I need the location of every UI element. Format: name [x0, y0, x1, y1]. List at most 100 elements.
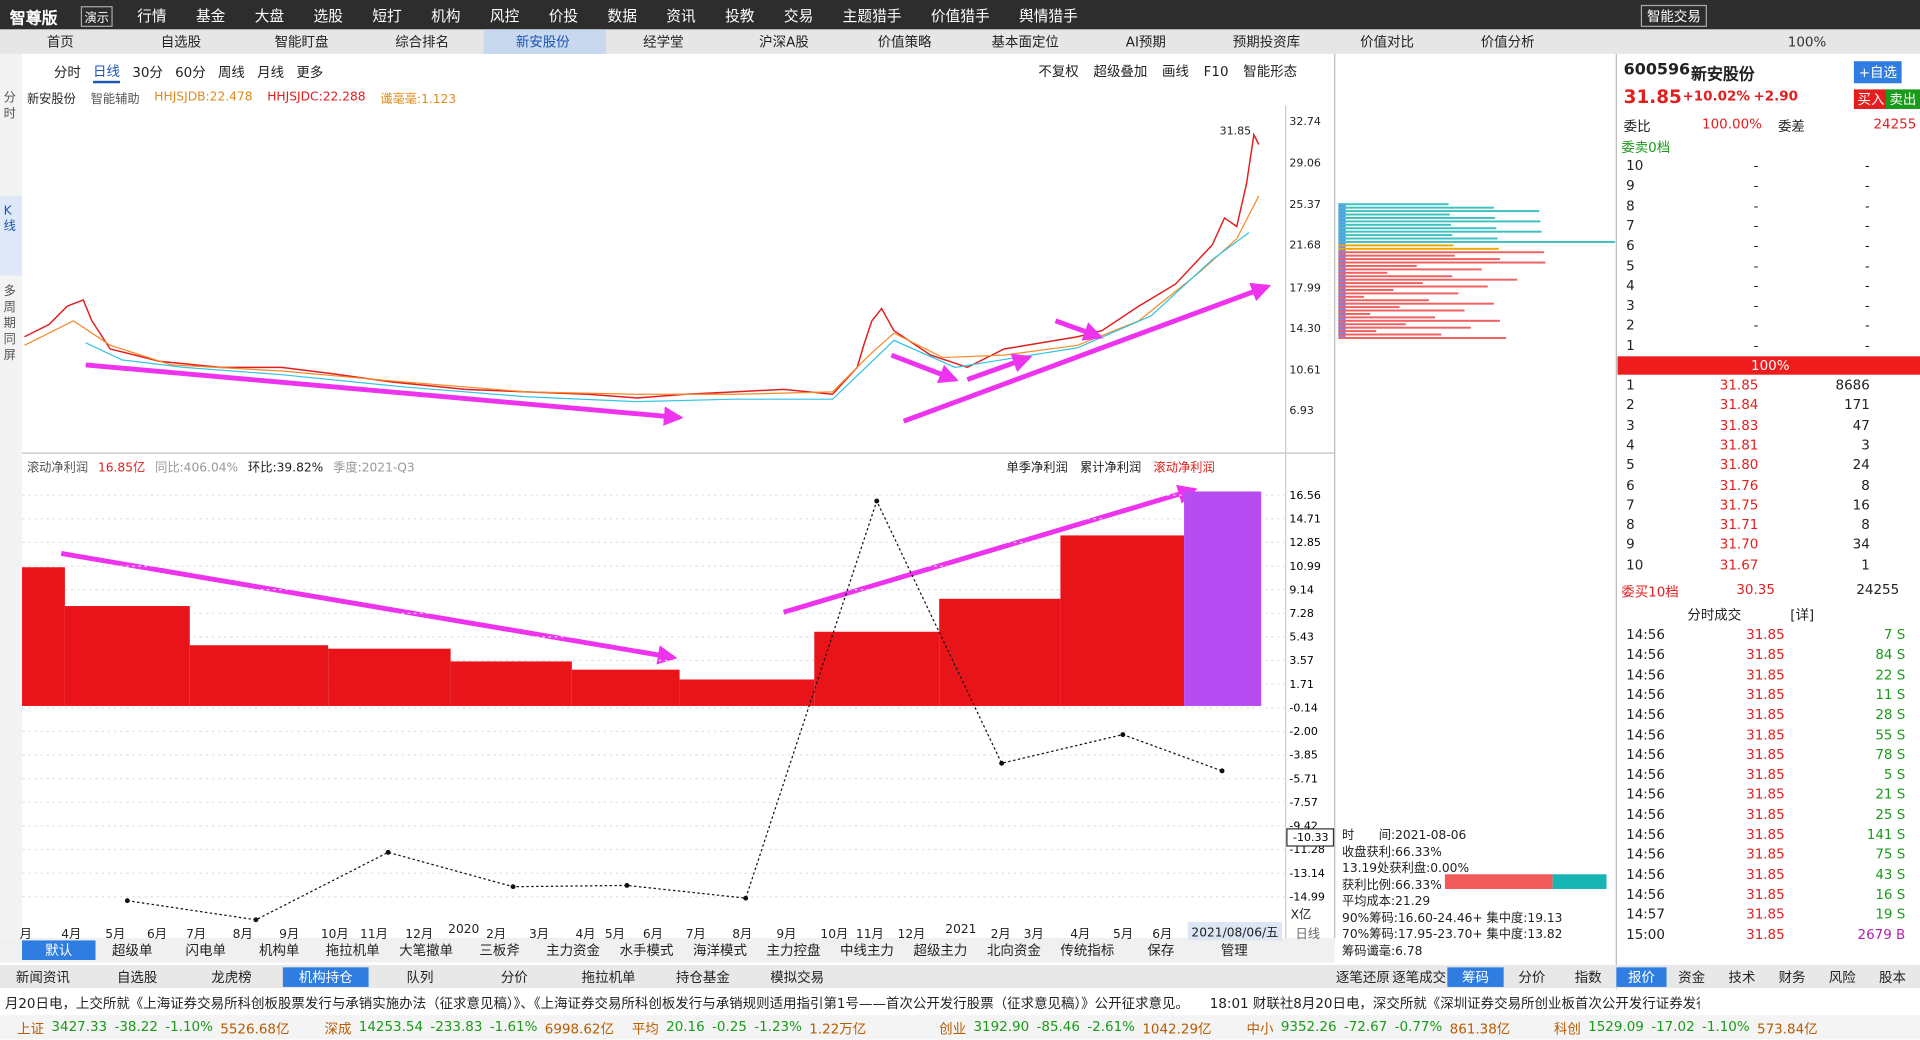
- menu-item[interactable]: 价值猎手: [930, 6, 990, 24]
- indicator-tab[interactable]: 大笔撤单: [399, 942, 454, 959]
- tool[interactable]: F10: [1203, 63, 1229, 79]
- indicator-tab[interactable]: 保存: [1147, 942, 1175, 959]
- side-tab[interactable]: K线: [3, 204, 16, 234]
- info-tab[interactable]: 新闻资讯: [15, 969, 70, 986]
- quote-tab[interactable]: 报价: [1616, 966, 1667, 987]
- tool[interactable]: 智能形态: [1243, 63, 1298, 80]
- side-tab[interactable]: 分时: [3, 91, 16, 122]
- trade-volume: 2679 B: [1857, 926, 1906, 943]
- quote-tab[interactable]: 资金: [1678, 969, 1706, 986]
- tab[interactable]: 沪深A股: [759, 34, 809, 51]
- info-tab[interactable]: 队列: [406, 969, 434, 986]
- indicator-tab[interactable]: 主力资金: [546, 942, 601, 959]
- y-tick-label: -0.14: [1289, 701, 1318, 714]
- index-quote[interactable]: 中小 9352.26 -72.67 -0.77% 861.38亿: [1247, 1018, 1547, 1038]
- indicator-tab[interactable]: 拖拉机单: [325, 942, 380, 959]
- smart-trade[interactable]: 智能交易: [1640, 4, 1707, 27]
- trades-detail[interactable]: [详]: [1790, 607, 1815, 624]
- menu-item[interactable]: 数据: [607, 6, 637, 24]
- index-quote[interactable]: 深成 14253.54 -233.83 -1.61% 6998.62亿: [324, 1018, 624, 1038]
- indicator-tab[interactable]: 三板斧: [479, 942, 520, 959]
- profit-mode[interactable]: 单季净利润: [1006, 461, 1068, 476]
- menu-item[interactable]: 投教: [725, 6, 755, 24]
- info-tab[interactable]: 机构持仓: [282, 966, 369, 987]
- indicator-tab[interactable]: 传统指标: [1060, 942, 1115, 959]
- profit-mode[interactable]: 累计净利润: [1080, 461, 1142, 476]
- tab[interactable]: 首页: [46, 34, 74, 51]
- info-tab[interactable]: 龙虎榜: [211, 969, 252, 986]
- tab[interactable]: 价值策略: [877, 34, 932, 51]
- chip-bar: [1338, 230, 1542, 233]
- tab[interactable]: 自选股: [160, 34, 202, 51]
- period[interactable]: 日线: [93, 61, 121, 84]
- quote-tab[interactable]: 技术: [1728, 969, 1756, 986]
- chip-tab[interactable]: 逐笔成交: [1392, 969, 1447, 986]
- tab[interactable]: 预期投资库: [1232, 34, 1301, 51]
- indicator-tab[interactable]: 闪电单: [185, 942, 226, 959]
- menu-item[interactable]: 主题猎手: [842, 6, 902, 24]
- sell-btn[interactable]: 卖出: [1885, 89, 1920, 109]
- period[interactable]: 月线: [257, 64, 285, 81]
- tool[interactable]: 画线: [1162, 63, 1189, 80]
- tab[interactable]: 综合排名: [395, 34, 450, 51]
- tab[interactable]: 经学堂: [643, 34, 684, 51]
- add-watch[interactable]: +自选: [1853, 61, 1902, 84]
- indicator-tab[interactable]: 主力控盘: [766, 942, 821, 959]
- info-tab[interactable]: 模拟交易: [770, 969, 825, 986]
- period[interactable]: 分时: [53, 64, 81, 81]
- period[interactable]: 60分: [175, 64, 206, 81]
- indicator-tab[interactable]: 中线主力: [840, 942, 894, 959]
- tab[interactable]: 新安股份: [515, 34, 570, 51]
- indicator-tab[interactable]: 超级单: [112, 942, 153, 959]
- menu-item[interactable]: 交易: [783, 6, 814, 24]
- index-quote[interactable]: 上证 3427.33 -38.22 -1.10% 5526.68亿: [17, 1018, 317, 1038]
- info-tab[interactable]: 拖拉机单: [581, 969, 636, 986]
- menu-item[interactable]: 大盘: [254, 6, 285, 24]
- tab[interactable]: AI预期: [1125, 34, 1166, 51]
- menu-item[interactable]: 舆情猎手: [1019, 6, 1078, 24]
- indicator-tab[interactable]: 机构单: [258, 942, 300, 959]
- period[interactable]: 周线: [217, 64, 245, 81]
- indicator-tab[interactable]: 超级主力: [913, 942, 968, 959]
- level-price: -: [1753, 337, 1759, 354]
- tool[interactable]: 超级叠加: [1093, 63, 1148, 80]
- chip-tab[interactable]: 分价: [1518, 969, 1546, 986]
- index-quote[interactable]: 科创 1529.09 -17.02 -1.10% 573.84亿: [1554, 1018, 1854, 1038]
- indicator-tab[interactable]: 海洋模式: [693, 942, 747, 959]
- menu-item[interactable]: 行情: [137, 6, 167, 24]
- chip-tab[interactable]: 筹码: [1447, 966, 1504, 987]
- period[interactable]: 30分: [132, 64, 163, 81]
- quote-tab[interactable]: 股本: [1878, 969, 1906, 986]
- chip-tab[interactable]: 逐笔还原: [1335, 969, 1390, 986]
- tool[interactable]: 不复权: [1038, 63, 1079, 80]
- period[interactable]: 更多: [296, 64, 324, 81]
- quote-tab[interactable]: 财务: [1778, 969, 1806, 986]
- menu-item[interactable]: 风控: [489, 6, 520, 24]
- menu-item[interactable]: 短打: [372, 6, 402, 24]
- menu-item[interactable]: 机构: [431, 6, 461, 24]
- buy-btn[interactable]: 买入: [1853, 89, 1889, 109]
- profit-mode[interactable]: 滚动净利润: [1153, 461, 1215, 476]
- info-tab[interactable]: 分价: [500, 969, 528, 986]
- indicator-tab[interactable]: 默认: [22, 940, 96, 961]
- menu-item[interactable]: 价投: [548, 6, 579, 24]
- tab[interactable]: 价值对比: [1360, 34, 1414, 51]
- side-tab[interactable]: 多周期同屏: [3, 285, 16, 363]
- x-tick-label: 5月: [1113, 928, 1134, 942]
- tab[interactable]: 价值分析: [1480, 34, 1535, 51]
- indicator-tab[interactable]: 水手模式: [619, 942, 674, 959]
- info-tab[interactable]: 自选股: [116, 969, 158, 986]
- tab[interactable]: 基本面定位: [991, 34, 1059, 51]
- indicator-tab[interactable]: 北向资金: [986, 942, 1041, 959]
- index-quote[interactable]: 平均 20.16 -0.25 -1.23% 1.22万亿: [632, 1018, 932, 1038]
- menu-item[interactable]: 基金: [195, 6, 226, 24]
- chip-tab[interactable]: 指数: [1574, 969, 1602, 986]
- menu-item[interactable]: 资讯: [666, 6, 696, 24]
- info-tab[interactable]: 持仓基金: [675, 969, 730, 986]
- indicator-tab[interactable]: 管理: [1220, 942, 1248, 959]
- news-ticker: 月20日电，上交所就《上海证券交易所科创板股票发行与承销实施办法（征求意见稿）》…: [4, 995, 1189, 1012]
- index-quote[interactable]: 创业 3192.90 -85.46 -2.61% 1042.29亿: [939, 1018, 1239, 1038]
- quote-tab[interactable]: 风险: [1828, 969, 1856, 986]
- menu-item[interactable]: 选股: [313, 6, 343, 24]
- tab[interactable]: 智能盯盘: [274, 34, 329, 51]
